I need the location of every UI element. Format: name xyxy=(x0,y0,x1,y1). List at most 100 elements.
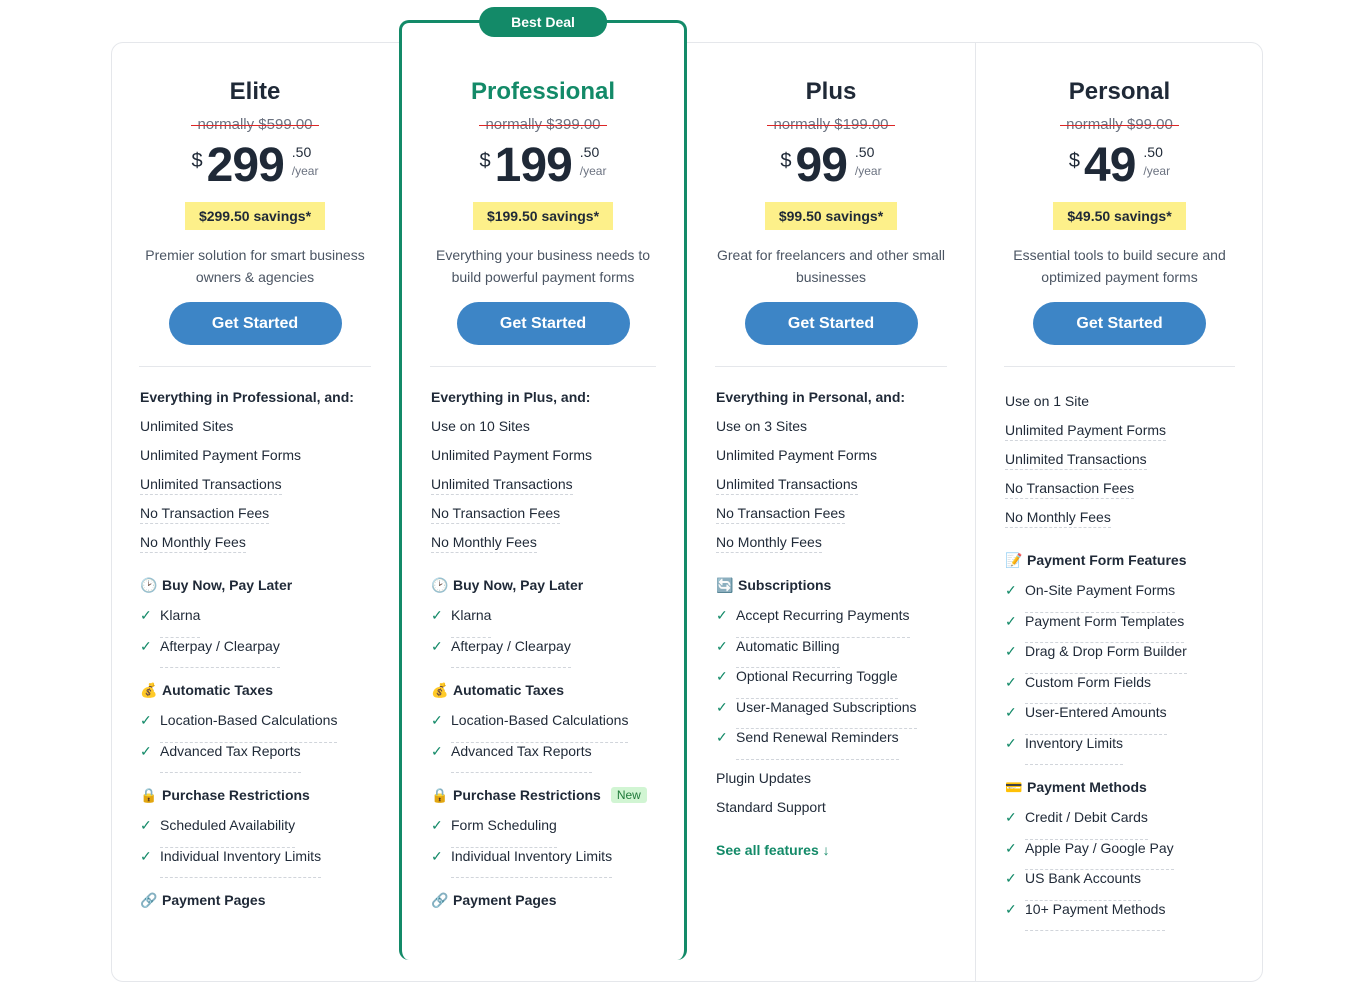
feature-item: Unlimited Transactions xyxy=(1005,451,1234,480)
plan-card-elite: Elite normally $599.00 $299 .50/year $299… xyxy=(111,42,399,982)
feature-item: No Monthly Fees xyxy=(1005,509,1234,538)
check-icon: ✓ xyxy=(431,712,443,728)
feature-item: ✓ Custom Form Fields xyxy=(1005,673,1234,704)
check-icon: ✓ xyxy=(140,637,152,654)
divider xyxy=(139,366,371,367)
plan-card-professional: Best Deal Professional normally $399.00 $… xyxy=(399,7,687,960)
check-icon: ✓ xyxy=(140,712,152,728)
check-icon: ✓ xyxy=(716,729,728,745)
best-deal-badge: Best Deal xyxy=(479,7,607,37)
price: $299 .50/year xyxy=(111,140,399,192)
feature-item: ✓ Klarna xyxy=(140,607,370,638)
feature-item: No Transaction Fees xyxy=(1005,480,1234,509)
group-emoji-icon: 🔗 xyxy=(140,892,158,908)
features-intro: Everything in Professional, and: xyxy=(140,389,354,405)
feature-item: Unlimited Sites xyxy=(140,418,234,434)
check-icon: ✓ xyxy=(716,668,728,684)
feature-item: ✓ Location-Based Calculations xyxy=(431,712,655,743)
feature-group-title: 💰 Automatic Taxes xyxy=(140,682,273,698)
get-started-button[interactable]: Get Started xyxy=(456,302,630,345)
check-icon: ✓ xyxy=(140,742,152,759)
feature-item: No Transaction Fees xyxy=(431,505,655,534)
feature-item: Plugin Updates xyxy=(716,769,811,786)
plan-description: Premier solution for smart business owne… xyxy=(145,247,365,285)
feature-item: ✓ Payment Form Templates xyxy=(1005,613,1234,643)
group-emoji-icon: 🔄 xyxy=(716,577,734,593)
feature-list: Everything in Professional, and: Unlimite… xyxy=(111,389,399,922)
price: $99 .50/year xyxy=(687,140,975,192)
savings-badge: $199.50 savings* xyxy=(472,202,614,230)
price-cents: .50 xyxy=(1143,144,1163,160)
price-period: /year xyxy=(579,164,607,178)
feature-item: ✓ Apple Pay / Google Pay xyxy=(1005,839,1234,870)
divider xyxy=(430,366,656,367)
plan-name: Professional xyxy=(470,78,616,105)
check-icon: ✓ xyxy=(716,698,728,715)
feature-group-title: 🔒 Purchase Restrictions New xyxy=(431,787,655,817)
currency: $ xyxy=(479,150,491,172)
feature-item: ✓ Drag & Drop Form Builder xyxy=(1005,643,1234,674)
feature-item: Unlimited Transactions xyxy=(140,476,370,505)
check-icon: ✓ xyxy=(1005,809,1017,825)
feature-item: ✓ US Bank Accounts xyxy=(1005,870,1234,901)
feature-item: Use on 1 Site xyxy=(1005,393,1090,409)
get-started-button[interactable]: Get Started xyxy=(1033,302,1206,345)
feature-list: Everything in Plus, and: Use on 10 Sites U… xyxy=(402,389,684,922)
group-emoji-icon: 📝 xyxy=(1005,552,1023,568)
check-icon: ✓ xyxy=(140,847,152,864)
check-icon: ✓ xyxy=(431,742,443,759)
feature-item: ✓ Optional Recurring Toggle xyxy=(716,668,946,699)
check-icon: ✓ xyxy=(1005,643,1017,659)
check-icon: ✓ xyxy=(716,637,728,654)
check-icon: ✓ xyxy=(140,607,152,623)
feature-item: ✓ Location-Based Calculations xyxy=(140,712,370,743)
feature-item: ✓ Afterpay / Clearpay xyxy=(431,638,655,668)
get-started-button[interactable]: Get Started xyxy=(168,302,342,345)
original-price: normally $99.00 xyxy=(1060,116,1179,133)
savings-badge: $299.50 savings* xyxy=(184,202,326,230)
feature-item: No Monthly Fees xyxy=(431,534,655,563)
check-icon: ✓ xyxy=(1005,673,1017,690)
group-emoji-icon: 🕑 xyxy=(140,577,158,593)
feature-item: ✓ 10+ Payment Methods xyxy=(1005,901,1234,931)
feature-group-title: 🕑 Buy Now, Pay Later xyxy=(140,577,293,593)
feature-item: ✓ On-Site Payment Forms xyxy=(1005,582,1234,613)
feature-group-title: 🕑 Buy Now, Pay Later xyxy=(431,577,584,593)
see-all-features-link[interactable]: See all features ↓ xyxy=(716,841,830,858)
original-price: normally $199.00 xyxy=(767,116,895,133)
feature-item: Unlimited Transactions xyxy=(716,476,946,505)
feature-item: Unlimited Payment Forms xyxy=(1005,422,1234,451)
feature-list: Use on 1 Site Unlimited Payment Forms Unli… xyxy=(976,393,1263,931)
currency: $ xyxy=(780,150,792,172)
plan-name: Plus xyxy=(805,78,857,105)
group-emoji-icon: 🔗 xyxy=(431,892,449,908)
price-whole: 299 xyxy=(206,139,285,192)
plan-card-plus: Plus normally $199.00 $99 .50/year $99.50… xyxy=(687,42,975,982)
feature-item: ✓ Individual Inventory Limits xyxy=(431,848,655,878)
feature-item: ✓ Advanced Tax Reports xyxy=(431,742,655,773)
feature-list: Everything in Personal, and: Use on 3 Sit… xyxy=(687,389,975,858)
price-cents: .50 xyxy=(579,144,600,160)
feature-item: ✓ Send Renewal Reminders xyxy=(716,729,946,760)
feature-item: ✓ User-Managed Subscriptions xyxy=(716,698,946,729)
check-icon: ✓ xyxy=(1005,839,1017,856)
feature-item: Unlimited Payment Forms xyxy=(431,447,593,463)
feature-group-title: 💰 Automatic Taxes xyxy=(431,682,564,698)
feature-item: ✓ Klarna xyxy=(431,607,655,638)
check-icon: ✓ xyxy=(1005,734,1017,751)
price-whole: 199 xyxy=(494,139,573,192)
feature-item: No Monthly Fees xyxy=(716,534,946,563)
check-icon: ✓ xyxy=(431,607,443,623)
check-icon: ✓ xyxy=(1005,582,1017,598)
original-price: normally $399.00 xyxy=(479,116,607,133)
get-started-button[interactable]: Get Started xyxy=(744,302,918,345)
price-whole: 49 xyxy=(1084,139,1136,192)
feature-item: Use on 3 Sites xyxy=(716,418,808,434)
plan-description: Everything your business needs to build … xyxy=(435,247,650,285)
feature-group-title: 📝 Payment Form Features xyxy=(1005,552,1187,568)
plan-name: Personal xyxy=(1068,78,1171,105)
group-emoji-icon: 💰 xyxy=(140,682,158,698)
feature-group-title: 🔗 Payment Pages xyxy=(140,892,266,908)
feature-item: ✓ Automatic Billing xyxy=(716,637,946,668)
feature-group-title: 🔒 Purchase Restrictions xyxy=(140,787,310,803)
